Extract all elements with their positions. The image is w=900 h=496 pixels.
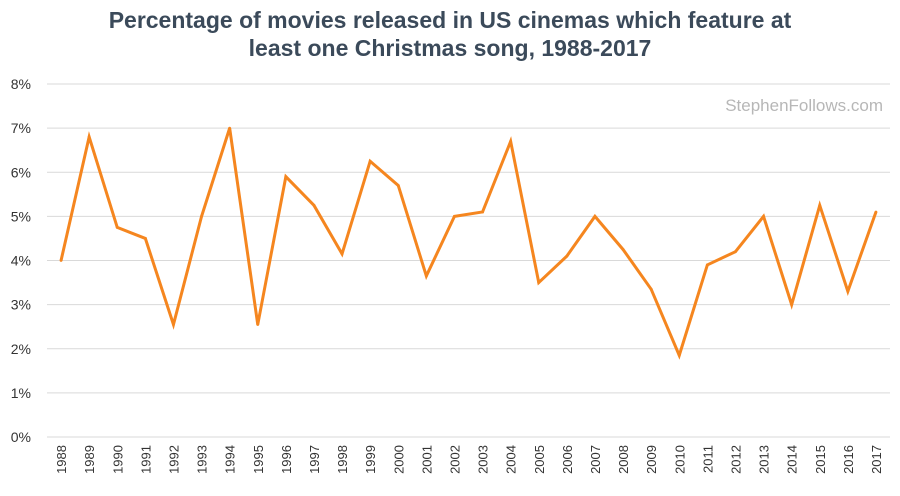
gridlines <box>47 83 890 438</box>
x-tick-label: 1999 <box>363 445 378 474</box>
x-tick-label: 2015 <box>813 445 828 474</box>
data-point <box>396 184 400 187</box>
x-tick-label: 2004 <box>504 445 519 474</box>
data-point <box>481 210 484 214</box>
x-tick-label: 1994 <box>223 445 238 474</box>
data-point <box>762 214 765 218</box>
data-point <box>537 281 541 284</box>
data-point <box>424 274 428 278</box>
data-point <box>453 214 456 218</box>
data-point <box>509 139 513 143</box>
data-point <box>734 250 737 254</box>
data-point <box>172 323 175 326</box>
x-tick-label: 2016 <box>841 445 856 474</box>
x-tick-label: 1992 <box>166 445 181 474</box>
x-tick-label: 2006 <box>560 445 575 474</box>
data-point <box>818 203 822 207</box>
data-point <box>200 214 203 218</box>
x-tick-label: 2013 <box>757 445 772 474</box>
x-tick-label: 1988 <box>54 445 69 474</box>
data-point <box>143 237 147 240</box>
data-point <box>593 214 597 218</box>
data-point <box>256 323 260 326</box>
chart-title: Percentage of movies released in US cine… <box>108 7 792 61</box>
data-point <box>115 226 119 229</box>
data-point <box>565 254 569 258</box>
data-point <box>368 159 372 163</box>
data-point <box>874 210 878 214</box>
y-tick-label: 8% <box>11 76 31 92</box>
x-tick-label: 1998 <box>335 445 350 474</box>
data-point <box>621 248 625 251</box>
y-tick-label: 2% <box>11 341 31 357</box>
x-tick-label: 2002 <box>447 445 462 474</box>
x-tick-label: 1993 <box>195 445 210 474</box>
x-tick-label: 1989 <box>82 445 97 474</box>
x-tick-label: 2008 <box>616 445 631 474</box>
y-tick-label: 0% <box>11 429 31 445</box>
x-axis-ticks: 1988 1989 1990 1991 1992 1993 1994 1995 1996 1997… <box>54 445 884 474</box>
y-tick-label: 1% <box>11 385 31 401</box>
x-tick-label: 2014 <box>785 445 800 474</box>
x-tick-label: 2009 <box>644 445 659 474</box>
x-tick-label: 2012 <box>728 445 743 474</box>
x-tick-label: 1995 <box>251 445 266 474</box>
x-tick-label: 2010 <box>672 445 687 474</box>
data-point <box>312 203 316 207</box>
y-tick-label: 5% <box>11 208 31 224</box>
x-tick-label: 2001 <box>419 445 434 474</box>
data-point <box>846 289 850 293</box>
x-tick-label: 1991 <box>138 445 153 474</box>
y-tick-label: 7% <box>11 120 31 136</box>
data-point <box>790 303 794 307</box>
data-point <box>59 259 63 262</box>
data-point <box>340 252 344 256</box>
y-tick-label: 3% <box>11 297 31 313</box>
data-point <box>87 135 91 139</box>
x-tick-label: 1997 <box>307 445 322 474</box>
data-point <box>649 287 653 291</box>
y-tick-label: 4% <box>11 253 31 269</box>
x-tick-label: 1996 <box>279 445 294 474</box>
data-point <box>284 175 288 179</box>
series-line <box>59 127 878 360</box>
x-tick-label: 2003 <box>476 445 491 474</box>
series-layer <box>59 126 878 360</box>
x-tick-label: 2000 <box>391 445 406 474</box>
data-point <box>705 263 709 267</box>
x-tick-label: 2017 <box>869 445 884 474</box>
x-tick-label: 1990 <box>110 445 125 474</box>
x-tick-label: 2011 <box>700 445 715 473</box>
watermark: StephenFollows.com <box>725 96 883 115</box>
data-point <box>677 353 681 357</box>
x-tick-label: 2005 <box>532 445 547 474</box>
data-point <box>228 126 232 130</box>
y-tick-label: 6% <box>11 164 31 180</box>
x-tick-label: 2007 <box>588 445 603 474</box>
y-axis-ticks: 0% 1% 2% 3% 4% 5% 6% 7% 8% <box>11 76 31 445</box>
